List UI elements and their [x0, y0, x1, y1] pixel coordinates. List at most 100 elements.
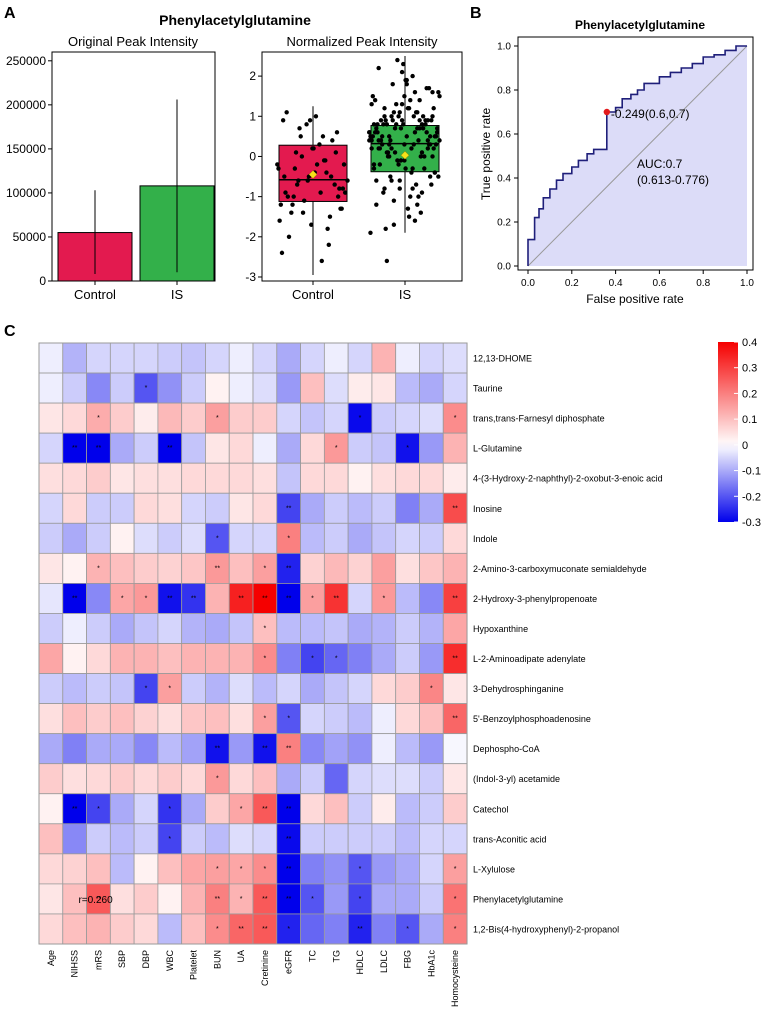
- significance-marker: **: [96, 445, 102, 452]
- heatmap-cell: [181, 673, 206, 704]
- mean-marker-control: [308, 170, 318, 179]
- heatmap-cell: [62, 913, 87, 945]
- heatmap-cell: [38, 492, 64, 524]
- data-point-is: [371, 166, 377, 171]
- heatmap-cell: [252, 402, 278, 434]
- data-point-is: [410, 73, 415, 79]
- heatmap-column-label: Cretinine: [260, 950, 270, 986]
- heatmap-cell: [371, 432, 397, 464]
- heatmap-cell: [109, 552, 135, 584]
- data-point-is: [398, 126, 404, 131]
- heatmap-cell: [133, 883, 159, 915]
- heatmap-column-label: Homocysteine: [450, 950, 460, 1007]
- bar-chart: 0 50000 100000 150000 200000 250000 Control IS: [6, 51, 216, 302]
- heatmap-cell: [86, 673, 111, 704]
- data-point-is: [376, 138, 381, 143]
- heatmap-cell: [419, 853, 444, 885]
- data-point-is: [411, 142, 416, 147]
- color-scale-tick-label: 0.2: [742, 388, 757, 400]
- heatmap-row-label: 1,2-Bis(4-hydroxyphenyl)-2-propanol: [473, 924, 619, 934]
- roc-y-tick-label: 0.8: [497, 86, 511, 97]
- heatmap-cell: [395, 733, 420, 765]
- heatmap-cell: [442, 372, 468, 404]
- heatmap-cell: [133, 522, 159, 554]
- heatmap-cell: [38, 643, 64, 674]
- heatmap-cell: [86, 492, 111, 524]
- data-point-is: [371, 162, 377, 167]
- heatmap-cell: [62, 402, 87, 434]
- heatmap-cell: [205, 372, 230, 404]
- heatmap-cell: [38, 522, 64, 554]
- heatmap-cell: [38, 462, 64, 494]
- heatmap-cell: [157, 402, 183, 434]
- data-point-is: [411, 114, 416, 119]
- heatmap-column-label: UA: [236, 950, 246, 963]
- heatmap-cell: [86, 763, 111, 795]
- data-point-control: [324, 170, 329, 175]
- heatmap-cell: [86, 372, 111, 404]
- data-point-control: [284, 110, 289, 115]
- heatmap-cell: [109, 823, 135, 855]
- data-point-control: [278, 202, 284, 207]
- significance-marker: *: [335, 656, 338, 663]
- data-point-is: [409, 170, 414, 175]
- data-point-is: [433, 134, 439, 139]
- data-point-is: [417, 98, 422, 103]
- heatmap-column-label: FBG: [403, 950, 413, 969]
- heatmap-cell: [276, 462, 301, 494]
- heatmap-cell: [38, 342, 64, 374]
- heatmap-cell: [109, 643, 135, 674]
- heatmap-cell: [109, 733, 135, 765]
- heatmap-cell: [205, 342, 230, 374]
- significance-marker: **: [167, 445, 173, 452]
- heatmap-cell: [419, 432, 444, 464]
- heatmap-cell: [109, 673, 135, 704]
- data-point-is: [377, 162, 383, 167]
- data-point-control: [314, 162, 320, 167]
- data-point-control: [341, 162, 347, 167]
- significance-marker: *: [264, 866, 267, 873]
- heatmap-row-label: L-2-Aminoadipate adenylate: [473, 654, 586, 664]
- heatmap-cell: [181, 763, 206, 795]
- heatmap-cell: [442, 552, 468, 584]
- heatmap-cell: [300, 432, 325, 464]
- heatmap-cell: [133, 793, 159, 825]
- roc-x-tick-label: 0.2: [565, 278, 579, 289]
- heatmap-cell: [347, 703, 373, 735]
- heatmap-cell: [442, 673, 468, 704]
- significance-marker: **: [72, 806, 78, 813]
- data-point-is: [402, 142, 407, 147]
- significance-marker: **: [286, 896, 292, 903]
- data-point-is: [430, 154, 435, 159]
- heatmap-cell: [205, 703, 230, 735]
- data-point-is: [432, 170, 438, 175]
- heatmap-cell: [157, 883, 183, 915]
- heatmap-cell: [157, 703, 183, 735]
- data-point-is: [395, 158, 400, 163]
- heatmap-cell: [276, 613, 301, 644]
- data-point-control: [335, 194, 341, 199]
- data-point-control: [307, 118, 313, 123]
- heatmap-cell: [86, 342, 111, 374]
- significance-marker: *: [216, 415, 219, 422]
- heatmap-cell: [109, 492, 135, 524]
- data-point-is: [408, 98, 413, 103]
- data-point-is: [390, 81, 395, 87]
- heatmap-row-label: 4-(3-Hydroxy-2-naphthyl)-2-oxobut-3-enoi…: [473, 474, 663, 484]
- heatmap-cell: [228, 432, 254, 464]
- data-point-is: [408, 194, 413, 199]
- color-scale-tick-label: 0.4: [742, 337, 757, 349]
- data-point-is: [388, 174, 393, 179]
- significance-marker: **: [452, 656, 458, 663]
- heatmap-cell: [371, 402, 397, 434]
- heatmap-cell: [86, 462, 111, 494]
- data-point-is: [388, 138, 393, 143]
- heatmap-cell: [419, 462, 444, 494]
- heatmap-cell: [181, 522, 206, 554]
- heatmap-cell: [347, 823, 373, 855]
- significance-marker: *: [216, 535, 219, 542]
- heatmap-row-label: trans-Aconitic acid: [473, 834, 547, 844]
- heatmap-cell: [300, 492, 325, 524]
- heatmap-cell: [371, 823, 397, 855]
- heatmap-column-label: TG: [331, 950, 341, 963]
